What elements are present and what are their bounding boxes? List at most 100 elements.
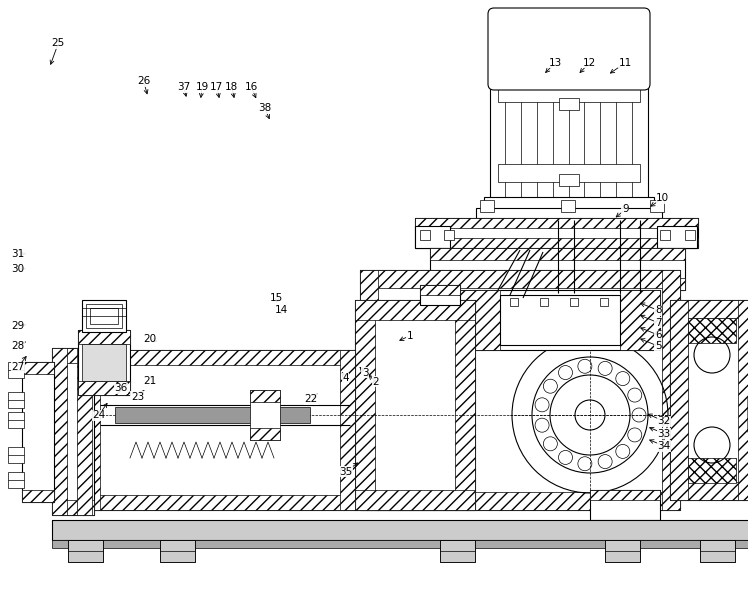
Bar bbox=[360, 492, 680, 510]
Bar bbox=[700, 540, 735, 562]
Text: 20: 20 bbox=[143, 334, 156, 344]
Bar bbox=[440, 540, 475, 562]
Bar bbox=[540, 298, 548, 306]
Bar bbox=[430, 248, 685, 260]
Bar bbox=[52, 520, 748, 540]
Bar bbox=[620, 290, 660, 350]
Bar bbox=[688, 458, 736, 483]
Bar bbox=[52, 540, 748, 548]
Text: 27: 27 bbox=[11, 362, 25, 372]
Text: 17: 17 bbox=[210, 83, 224, 92]
Bar bbox=[600, 298, 608, 306]
Bar bbox=[77, 348, 92, 515]
Text: 7: 7 bbox=[655, 318, 661, 328]
Bar bbox=[250, 428, 280, 440]
Bar bbox=[490, 80, 648, 200]
Bar bbox=[415, 238, 698, 248]
Bar bbox=[360, 270, 378, 510]
Bar bbox=[430, 248, 685, 290]
Bar bbox=[662, 270, 680, 510]
Bar bbox=[85, 350, 355, 365]
Bar bbox=[610, 34, 620, 44]
Text: 34: 34 bbox=[657, 441, 671, 451]
Bar bbox=[610, 520, 640, 540]
Bar bbox=[657, 226, 697, 248]
Text: 22: 22 bbox=[304, 394, 318, 404]
Bar bbox=[430, 278, 685, 290]
Bar bbox=[670, 482, 748, 500]
Text: 31: 31 bbox=[11, 249, 25, 259]
Bar bbox=[8, 447, 24, 463]
Bar bbox=[700, 540, 735, 562]
Text: 14: 14 bbox=[275, 306, 288, 315]
Bar bbox=[444, 230, 454, 240]
Bar bbox=[518, 34, 528, 44]
Bar bbox=[82, 344, 126, 381]
Text: 23: 23 bbox=[131, 392, 144, 402]
Bar bbox=[559, 98, 579, 110]
Text: 13: 13 bbox=[548, 58, 562, 68]
Bar bbox=[8, 472, 24, 488]
Bar bbox=[86, 304, 122, 328]
Bar bbox=[250, 390, 280, 402]
Bar bbox=[355, 490, 475, 510]
Bar bbox=[685, 230, 695, 240]
Bar bbox=[670, 300, 748, 500]
Bar bbox=[480, 200, 494, 212]
Bar bbox=[85, 350, 355, 510]
Bar bbox=[85, 495, 355, 510]
Text: 4: 4 bbox=[343, 373, 349, 383]
Bar bbox=[455, 300, 475, 510]
Text: 16: 16 bbox=[245, 83, 258, 92]
Bar bbox=[250, 390, 280, 440]
Bar bbox=[78, 330, 130, 395]
Text: 25: 25 bbox=[52, 38, 65, 48]
Bar bbox=[355, 300, 475, 510]
Bar bbox=[82, 300, 126, 332]
Bar bbox=[360, 270, 680, 510]
Text: 28: 28 bbox=[11, 341, 25, 351]
Text: 19: 19 bbox=[195, 83, 209, 92]
Bar bbox=[688, 318, 736, 343]
Bar bbox=[52, 500, 94, 515]
Bar bbox=[68, 540, 103, 562]
Bar bbox=[160, 540, 195, 562]
Bar bbox=[420, 285, 460, 295]
Bar bbox=[355, 300, 475, 320]
Text: 3: 3 bbox=[362, 368, 368, 378]
Bar bbox=[78, 330, 130, 344]
Circle shape bbox=[518, 34, 528, 44]
Text: 32: 32 bbox=[657, 416, 671, 426]
Bar bbox=[8, 412, 24, 428]
Bar bbox=[650, 200, 664, 212]
Bar bbox=[8, 362, 24, 378]
Text: 33: 33 bbox=[657, 429, 671, 439]
Bar bbox=[420, 285, 460, 305]
Text: 12: 12 bbox=[583, 58, 596, 68]
Bar bbox=[22, 362, 54, 374]
Text: 35: 35 bbox=[339, 467, 352, 477]
FancyBboxPatch shape bbox=[488, 8, 650, 90]
Text: 15: 15 bbox=[270, 293, 283, 303]
Bar bbox=[52, 520, 748, 540]
Bar bbox=[460, 290, 500, 350]
Text: 37: 37 bbox=[177, 83, 191, 92]
Bar bbox=[670, 300, 688, 500]
Bar bbox=[738, 300, 748, 500]
Bar bbox=[670, 300, 748, 318]
Bar bbox=[22, 362, 54, 502]
Text: 29: 29 bbox=[11, 322, 25, 331]
Text: 1: 1 bbox=[407, 331, 413, 341]
Bar bbox=[415, 218, 698, 228]
Bar bbox=[415, 218, 698, 248]
Text: 24: 24 bbox=[92, 410, 105, 420]
Bar bbox=[476, 208, 662, 223]
Bar bbox=[160, 540, 195, 562]
Bar bbox=[590, 490, 660, 520]
Bar bbox=[510, 298, 518, 306]
Bar bbox=[90, 308, 118, 324]
Text: 2: 2 bbox=[373, 377, 378, 387]
Text: 8: 8 bbox=[655, 306, 661, 315]
Bar bbox=[460, 290, 660, 350]
Bar bbox=[590, 490, 660, 500]
